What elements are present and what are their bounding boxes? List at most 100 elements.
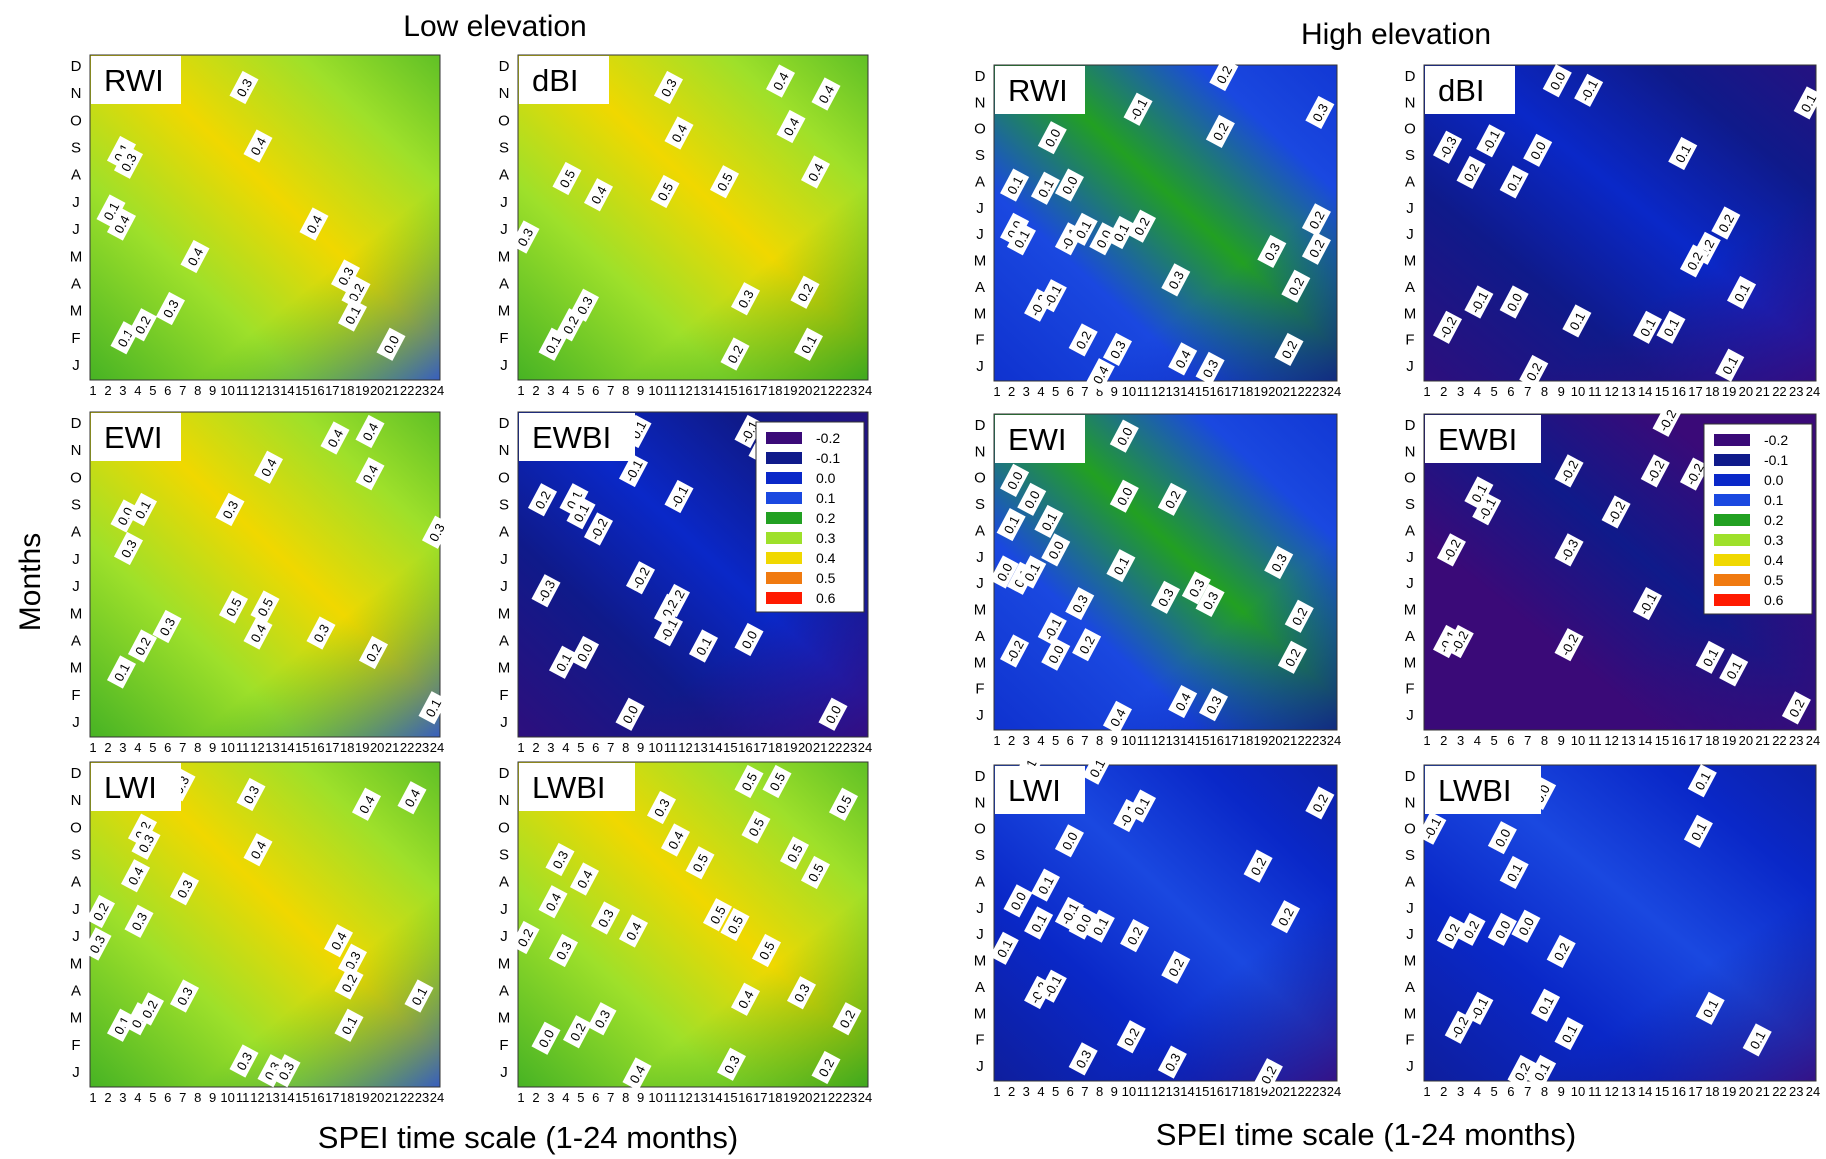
x-tick-label: 18 <box>1705 384 1719 399</box>
panel-label-text: EWI <box>1008 422 1067 457</box>
contour-label: -0.2 <box>653 593 684 627</box>
x-tick-label: 6 <box>1067 384 1074 399</box>
contour-label: 0.0 <box>818 697 848 731</box>
month-tick-label: J <box>1406 358 1414 375</box>
contour-label-box <box>1305 95 1335 129</box>
x-tick-label: 13 <box>265 1090 279 1105</box>
contour-label-box <box>334 1008 364 1042</box>
contour-label-box <box>1068 1042 1098 1076</box>
x-tick-label: 18 <box>768 740 782 755</box>
x-tick-label: 17 <box>325 1090 339 1105</box>
month-tick-label: N <box>499 85 510 102</box>
contour-label-text: 0.2 <box>1441 921 1463 944</box>
month-tick-label: M <box>498 1010 511 1027</box>
contour-label: 0.3 <box>1181 571 1211 605</box>
x-tick-label: 19 <box>1254 384 1268 399</box>
contour-label-box <box>566 496 596 530</box>
contour-label: 0.5 <box>828 787 859 821</box>
contour-label: -0.1 <box>1574 73 1604 107</box>
month-tick-label: S <box>499 497 509 514</box>
contour-label-box <box>1305 786 1335 820</box>
contour-label: 0.2 <box>1456 155 1486 190</box>
x-tick-label: 12 <box>250 1090 264 1105</box>
month-tick-label: O <box>974 821 986 838</box>
contour-label: 0.0 <box>1511 909 1541 943</box>
contour-label-box <box>1433 310 1463 344</box>
contour-label-box <box>257 1054 287 1088</box>
contour-label-text: 0.0 <box>381 333 403 356</box>
x-tick-label: 10 <box>648 383 662 398</box>
x-tick-label: 9 <box>1111 733 1118 748</box>
contour-label: 0.4 <box>800 155 831 189</box>
contour-label-box <box>650 174 680 209</box>
month-tick-label: S <box>975 847 985 864</box>
x-tick-label: 4 <box>1474 384 1481 399</box>
contour-label-text: 0.5 <box>833 793 855 816</box>
contour-label-text: 0.1 <box>1110 554 1132 577</box>
contour-label: 0.2 <box>1068 323 1098 357</box>
contour-label-box <box>730 982 761 1016</box>
x-tick-label: 20 <box>798 383 812 398</box>
contour-label-box <box>1109 419 1139 453</box>
contour-label-text: 0.4 <box>304 213 326 236</box>
month-tick-label: A <box>975 979 985 996</box>
contour-label-box <box>1444 1010 1474 1044</box>
contour-label-text: 0.3 <box>595 907 617 930</box>
month-tick-label: F <box>71 330 80 347</box>
panel-high-dbi: 1 2 3 4 5 6 7 8 9 10 11 12 13 14 15 16 17 18 19 20 21 22 23 24D… <box>1404 64 1823 399</box>
legend-swatch <box>1714 534 1750 546</box>
contour-label-text: 0.2 <box>1461 918 1483 941</box>
contour-label: -0.1 <box>1417 811 1447 845</box>
x-tick-label: 11 <box>1588 1084 1602 1099</box>
contour-label: -0.2 <box>1444 1010 1474 1044</box>
contour-label: 0.2 <box>1519 354 1549 389</box>
x-tick-label: 7 <box>1081 733 1088 748</box>
contour-label-box <box>1000 463 1030 497</box>
contour-label-text: 0.0 <box>115 505 137 528</box>
contour-label: 0.2 <box>1157 482 1187 516</box>
contour-label-box <box>720 907 750 942</box>
contour-label: 0.1 <box>1085 909 1115 943</box>
x-tick-label: 10 <box>220 740 234 755</box>
contour-label: -0.2 <box>583 512 614 546</box>
legend-swatch <box>1714 514 1750 526</box>
contour-label: 0.1 <box>418 691 448 725</box>
contour-label-text: 0.4 <box>360 462 382 485</box>
contour-label: 0.4 <box>730 982 761 1016</box>
x-tick-label: 5 <box>577 740 584 755</box>
contour-label-box <box>1456 155 1486 190</box>
contour-label-box <box>1123 92 1153 126</box>
month-tick-label: N <box>1405 443 1416 460</box>
x-tick-label: 9 <box>209 1090 216 1105</box>
x-tick-label: 4 <box>134 1090 141 1105</box>
contour-label-box <box>1727 275 1757 310</box>
plot-frame <box>89 761 441 1088</box>
month-tick-label: M <box>70 605 83 622</box>
x-tick-label: 8 <box>622 383 629 398</box>
month-tick-label: A <box>1405 173 1415 190</box>
contour-label-box <box>110 499 140 533</box>
panel-label-box <box>995 66 1085 114</box>
plot-frame <box>1423 413 1817 731</box>
contour-label: 0.2 <box>127 629 158 663</box>
x-tick-label: 22 <box>1772 384 1786 399</box>
contour-label-box <box>1281 269 1311 303</box>
x-tick-label: 17 <box>325 383 339 398</box>
legend-value: 0.5 <box>1764 572 1784 588</box>
month-tick-label: N <box>1405 794 1416 811</box>
legend-value: 0.2 <box>816 510 836 526</box>
x-tick-label: 12 <box>1604 384 1618 399</box>
contour-label: 0.1 <box>1742 1023 1772 1057</box>
x-tick-label: 2 <box>1008 1084 1015 1099</box>
month-tick-label: J <box>1406 926 1414 943</box>
contour-label-box <box>215 492 245 527</box>
contour-label-box <box>243 616 273 650</box>
x-tick-label: 1 <box>1423 1084 1430 1099</box>
contour-label-box <box>545 842 575 877</box>
x-tick-label: 2 <box>1008 384 1015 399</box>
contour-label-text: 0.2 <box>90 900 112 923</box>
month-tick-label: M <box>1404 602 1417 619</box>
contour-label-box <box>169 872 200 906</box>
contour-label-box <box>531 574 561 608</box>
contour-label: 0.4 <box>618 914 649 948</box>
